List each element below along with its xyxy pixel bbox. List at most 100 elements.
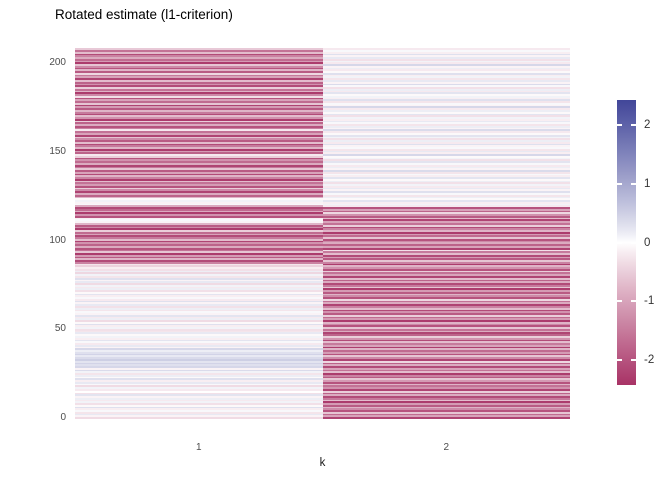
heatmap-cell [322,53,570,56]
heatmap-cell [75,127,323,130]
heatmap-cell [75,270,323,273]
heatmap-cell [322,180,570,183]
heatmap-cell [322,104,570,107]
heatmap-cell [75,194,323,197]
heatmap-cell [322,208,570,211]
heatmap-cell [322,242,570,245]
heatmap-cell [75,214,323,216]
heatmap-cell [75,178,323,181]
heatmap-cell [322,170,570,172]
heatmap-cell [75,101,323,103]
heatmap-cell [75,177,323,179]
heatmap-cell [322,217,570,220]
heatmap-cell [322,81,570,84]
heatmap-cell [75,325,323,328]
heatmap-cell [322,168,570,171]
colorbar-tick [631,300,636,303]
heatmap-cell [75,57,323,59]
heatmap-cell [75,267,323,269]
heatmap-cell [322,388,570,391]
heatmap-cell [322,318,570,321]
heatmap-cell [322,281,570,284]
heatmap-cell [322,205,570,208]
heatmap-cell [75,184,323,186]
heatmap-cell [75,55,323,58]
heatmap-cell [75,143,323,146]
heatmap-cell [75,233,323,236]
heatmap-cell [322,306,570,308]
heatmap-cell [75,321,323,324]
colorbar-tick [617,359,622,362]
heatmap-cell [75,238,323,241]
heatmap-cell [75,118,323,121]
heatmap-cell [75,304,323,306]
heatmap-cell [75,392,323,395]
heatmap-cell [75,417,323,419]
heatmap-cell [75,95,323,98]
heatmap-cell [322,383,570,386]
heatmap-cell [322,99,570,102]
heatmap-cell [322,373,570,375]
heatmap-cell [75,306,323,308]
heatmap-cell [75,410,323,412]
heatmap-cell [322,251,570,254]
heatmap-cell [322,113,570,116]
heatmap-cell [322,134,570,137]
heatmap-cell [322,173,570,176]
heatmap-cell [322,274,570,276]
heatmap-cell [75,175,323,178]
heatmap-cell [322,141,570,144]
heatmap-cell [75,396,323,398]
heatmap-cell [75,249,323,252]
heatmap-cell [322,127,570,130]
heatmap-cell [75,171,323,174]
heatmap-cell [322,362,570,365]
heatmap-cell [75,390,323,393]
heatmap-cell [322,343,570,345]
heatmap-cell [75,263,323,266]
heatmap-cell [322,203,570,206]
heatmap-cell [322,140,570,142]
heatmap-cell [322,406,570,409]
heatmap-cell [75,323,323,326]
heatmap-cell [322,369,570,372]
heatmap-cell [75,360,323,363]
heatmap-cell [322,219,570,222]
heatmap-cell [322,244,570,246]
heatmap-cell [75,141,323,144]
heatmap-cell [75,256,323,259]
heatmap-cell [322,288,570,291]
heatmap-cell [322,148,570,151]
heatmap-cell [75,90,323,93]
heatmap-cell [75,378,323,381]
y-tick-label: 200 [49,57,66,68]
heatmap-cell [322,297,570,299]
heatmap-cell [322,267,570,269]
x-tick-label: 2 [443,442,450,453]
heatmap-cell [322,131,570,133]
heatmap-cell [322,58,570,61]
heatmap-cell [75,94,323,96]
heatmap-cell [322,302,570,305]
heatmap-cell [322,138,570,141]
heatmap-cell [322,87,570,89]
heatmap-cell [75,208,323,211]
heatmap-cell [75,355,323,358]
heatmap-cell [75,275,323,278]
heatmap-cell [75,337,323,340]
heatmap-cell [322,263,570,266]
heatmap-cell [75,336,323,338]
heatmap-cell [322,76,570,79]
heatmap-cell [75,129,323,132]
heatmap-cell [322,185,570,188]
heatmap-cell [75,401,323,404]
heatmap-cell [322,196,570,199]
heatmap-cell [75,102,323,105]
heatmap-cell [322,122,570,125]
heatmap-cell [75,108,323,111]
heatmap-cell [322,351,570,354]
heatmap-cell [75,223,323,225]
heatmap-cell [75,373,323,375]
heatmap-cell [75,406,323,409]
heatmap-cell [322,101,570,103]
